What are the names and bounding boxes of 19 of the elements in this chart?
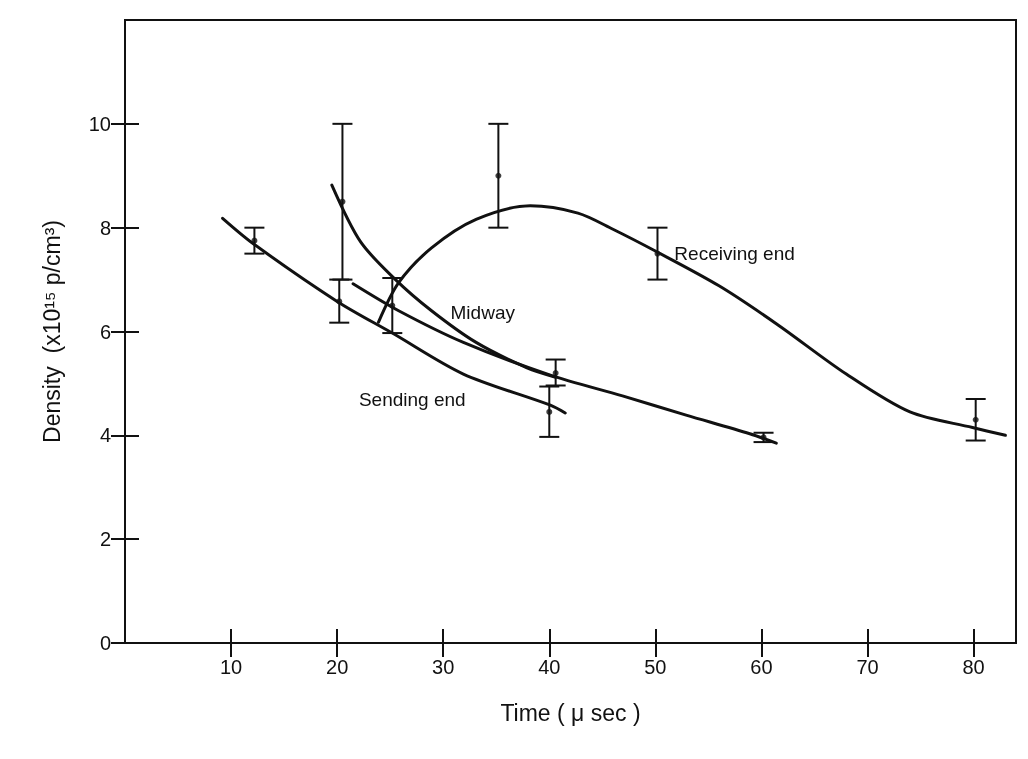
x-tick-label: 50 bbox=[644, 656, 667, 678]
x-axis-title: Time ( μ sec ) bbox=[500, 699, 641, 726]
y-tick-label: 10 bbox=[88, 112, 111, 135]
series-label: Midway bbox=[450, 302, 516, 324]
y-tick-label: 4 bbox=[99, 424, 111, 447]
series-label: Receiving end bbox=[674, 242, 795, 264]
x-tick-label: 70 bbox=[856, 656, 879, 678]
y-tick-label: 2 bbox=[99, 528, 111, 551]
y-tick-label: 6 bbox=[99, 320, 111, 343]
y-tick-label: 0 bbox=[99, 632, 111, 654]
x-tick-label: 10 bbox=[219, 656, 243, 678]
x-tick-label: 60 bbox=[750, 656, 773, 678]
x-tick-label: 30 bbox=[432, 656, 455, 678]
series-label: Sending end bbox=[358, 389, 466, 411]
x-tick-label: 40 bbox=[538, 656, 561, 678]
x-tick-label: 20 bbox=[326, 656, 349, 678]
y-axis-title: Density (x10¹⁵ p/cm³) bbox=[38, 220, 65, 443]
y-tick-label: 8 bbox=[99, 216, 111, 239]
x-tick-label: 80 bbox=[962, 656, 985, 678]
